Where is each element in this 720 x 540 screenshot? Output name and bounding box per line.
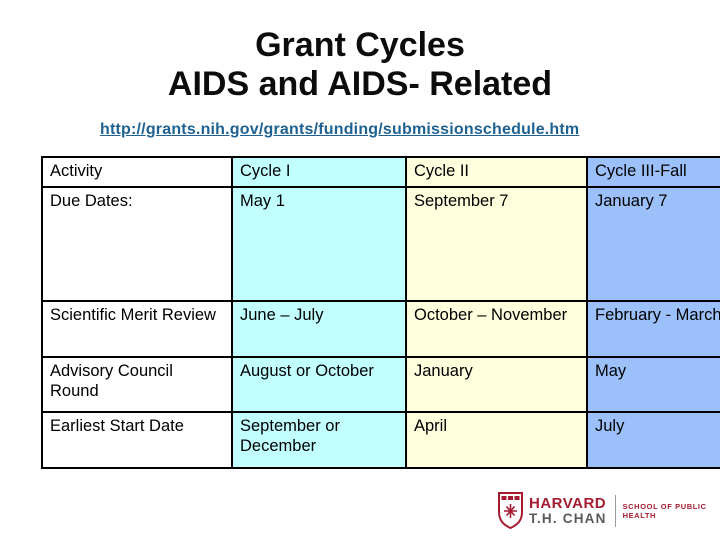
table-cell: September or December [231, 411, 407, 469]
column-header-cycle1: Cycle I [231, 156, 407, 188]
table-row: Earliest Start Date September or Decembe… [41, 411, 720, 469]
table-cell: June – July [231, 300, 407, 358]
page-title: Grant Cycles AIDS and AIDS- Related [0, 26, 720, 104]
table-row: Advisory Council Round August or October… [41, 356, 720, 413]
table-cell: September 7 [405, 186, 588, 302]
page-title-line1: Grant Cycles [255, 26, 465, 64]
table-cell: January 7 [586, 186, 720, 302]
harvard-wordmark-line1: HARVARD [529, 494, 607, 512]
table-cell: May [586, 356, 720, 413]
table-cell: August or October [231, 356, 407, 413]
table-row: Due Dates: May 1 September 7 January 7 [41, 186, 720, 302]
table-cell: Scientific Merit Review [41, 300, 233, 358]
grant-cycles-table: Activity Cycle I Cycle II Cycle III-Fall… [41, 156, 720, 469]
table-cell: Earliest Start Date [41, 411, 233, 469]
table-cell: May 1 [231, 186, 407, 302]
column-header-cycle3: Cycle III-Fall [586, 156, 720, 188]
nih-schedule-link[interactable]: http://grants.nih.gov/grants/funding/sub… [100, 121, 580, 138]
table-cell: January [405, 356, 588, 413]
table-cell: Due Dates: [41, 186, 233, 302]
column-header-activity: Activity [41, 156, 233, 188]
table-header-row: Activity Cycle I Cycle II Cycle III-Fall [41, 156, 720, 188]
harvard-shield-icon [498, 492, 523, 529]
table-cell: April [405, 411, 588, 469]
table-cell: October – November [405, 300, 588, 358]
table-cell: February - March [586, 300, 720, 358]
table-row: Scientific Merit Review June – July Octo… [41, 300, 720, 358]
table-cell: July [586, 411, 720, 469]
harvard-wordmark-line2: T.H. CHAN [529, 510, 607, 526]
harvard-chan-logo: HARVARD T.H. CHAN SCHOOL OF PUBLIC HEALT… [497, 492, 713, 529]
harvard-wordmark: HARVARD T.H. CHAN [529, 496, 607, 526]
logo-divider [614, 494, 616, 527]
page-title-line2: AIDS and AIDS- Related [167, 65, 553, 103]
school-name: SCHOOL OF PUBLIC HEALTH [622, 501, 707, 520]
table-cell: Advisory Council Round [41, 356, 233, 413]
column-header-cycle2: Cycle II [405, 156, 588, 188]
